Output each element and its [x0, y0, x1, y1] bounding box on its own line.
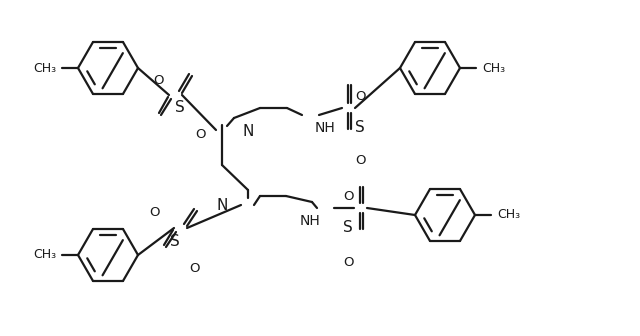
Text: O: O — [343, 255, 353, 268]
Text: O: O — [195, 127, 205, 140]
Text: S: S — [355, 121, 365, 135]
Text: NH: NH — [300, 214, 321, 228]
Text: O: O — [355, 154, 365, 167]
Text: O: O — [355, 89, 365, 102]
Text: NH: NH — [315, 121, 335, 135]
Text: O: O — [343, 190, 353, 203]
Text: S: S — [170, 234, 180, 249]
Text: CH₃: CH₃ — [497, 209, 520, 221]
Text: N: N — [243, 124, 253, 138]
Text: CH₃: CH₃ — [482, 61, 505, 75]
Text: O: O — [189, 261, 200, 275]
Text: S: S — [343, 220, 353, 236]
Text: N: N — [216, 199, 228, 213]
Text: O: O — [154, 74, 164, 86]
Text: CH₃: CH₃ — [33, 249, 56, 261]
Text: CH₃: CH₃ — [33, 61, 56, 75]
Text: O: O — [148, 206, 159, 218]
Text: S: S — [175, 100, 185, 116]
